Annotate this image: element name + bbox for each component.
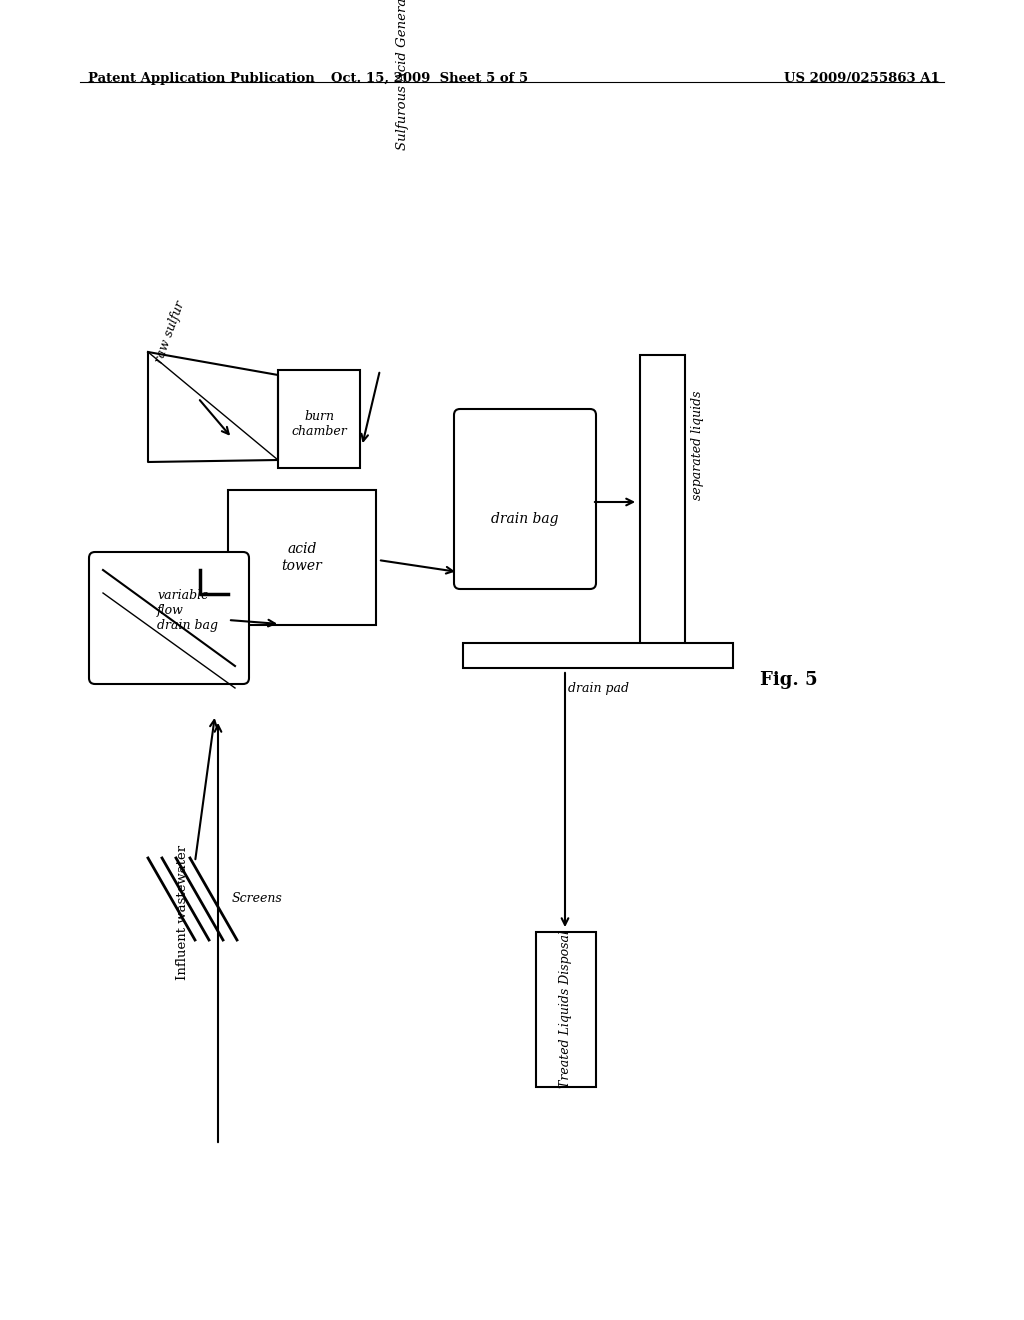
FancyBboxPatch shape	[89, 552, 249, 684]
Text: Fig. 5: Fig. 5	[760, 671, 817, 689]
Text: burn
chamber: burn chamber	[291, 411, 347, 438]
Bar	[278, 370, 360, 469]
Text: raw sulfur: raw sulfur	[153, 300, 187, 366]
Text: US 2009/0255863 A1: US 2009/0255863 A1	[784, 73, 940, 84]
Bar	[463, 643, 733, 668]
FancyBboxPatch shape	[454, 409, 596, 589]
Text: separated liquids: separated liquids	[690, 391, 703, 500]
Text: Influent wastewater: Influent wastewater	[175, 845, 188, 979]
Text: Patent Application Publication: Patent Application Publication	[88, 73, 314, 84]
Bar	[228, 490, 376, 624]
Text: Sulfurous Acid Generator: Sulfurous Acid Generator	[396, 0, 409, 150]
Text: drain pad: drain pad	[567, 682, 629, 696]
Text: Screens: Screens	[232, 891, 283, 904]
Bar	[536, 932, 596, 1086]
Text: variable
flow
drain bag: variable flow drain bag	[157, 589, 218, 632]
Text: Oct. 15, 2009  Sheet 5 of 5: Oct. 15, 2009 Sheet 5 of 5	[332, 73, 528, 84]
Text: Treated Liquids Disposal: Treated Liquids Disposal	[559, 931, 572, 1089]
Bar	[640, 355, 685, 645]
Text: acid
tower: acid tower	[282, 543, 323, 573]
Text: drain bag: drain bag	[492, 512, 559, 527]
